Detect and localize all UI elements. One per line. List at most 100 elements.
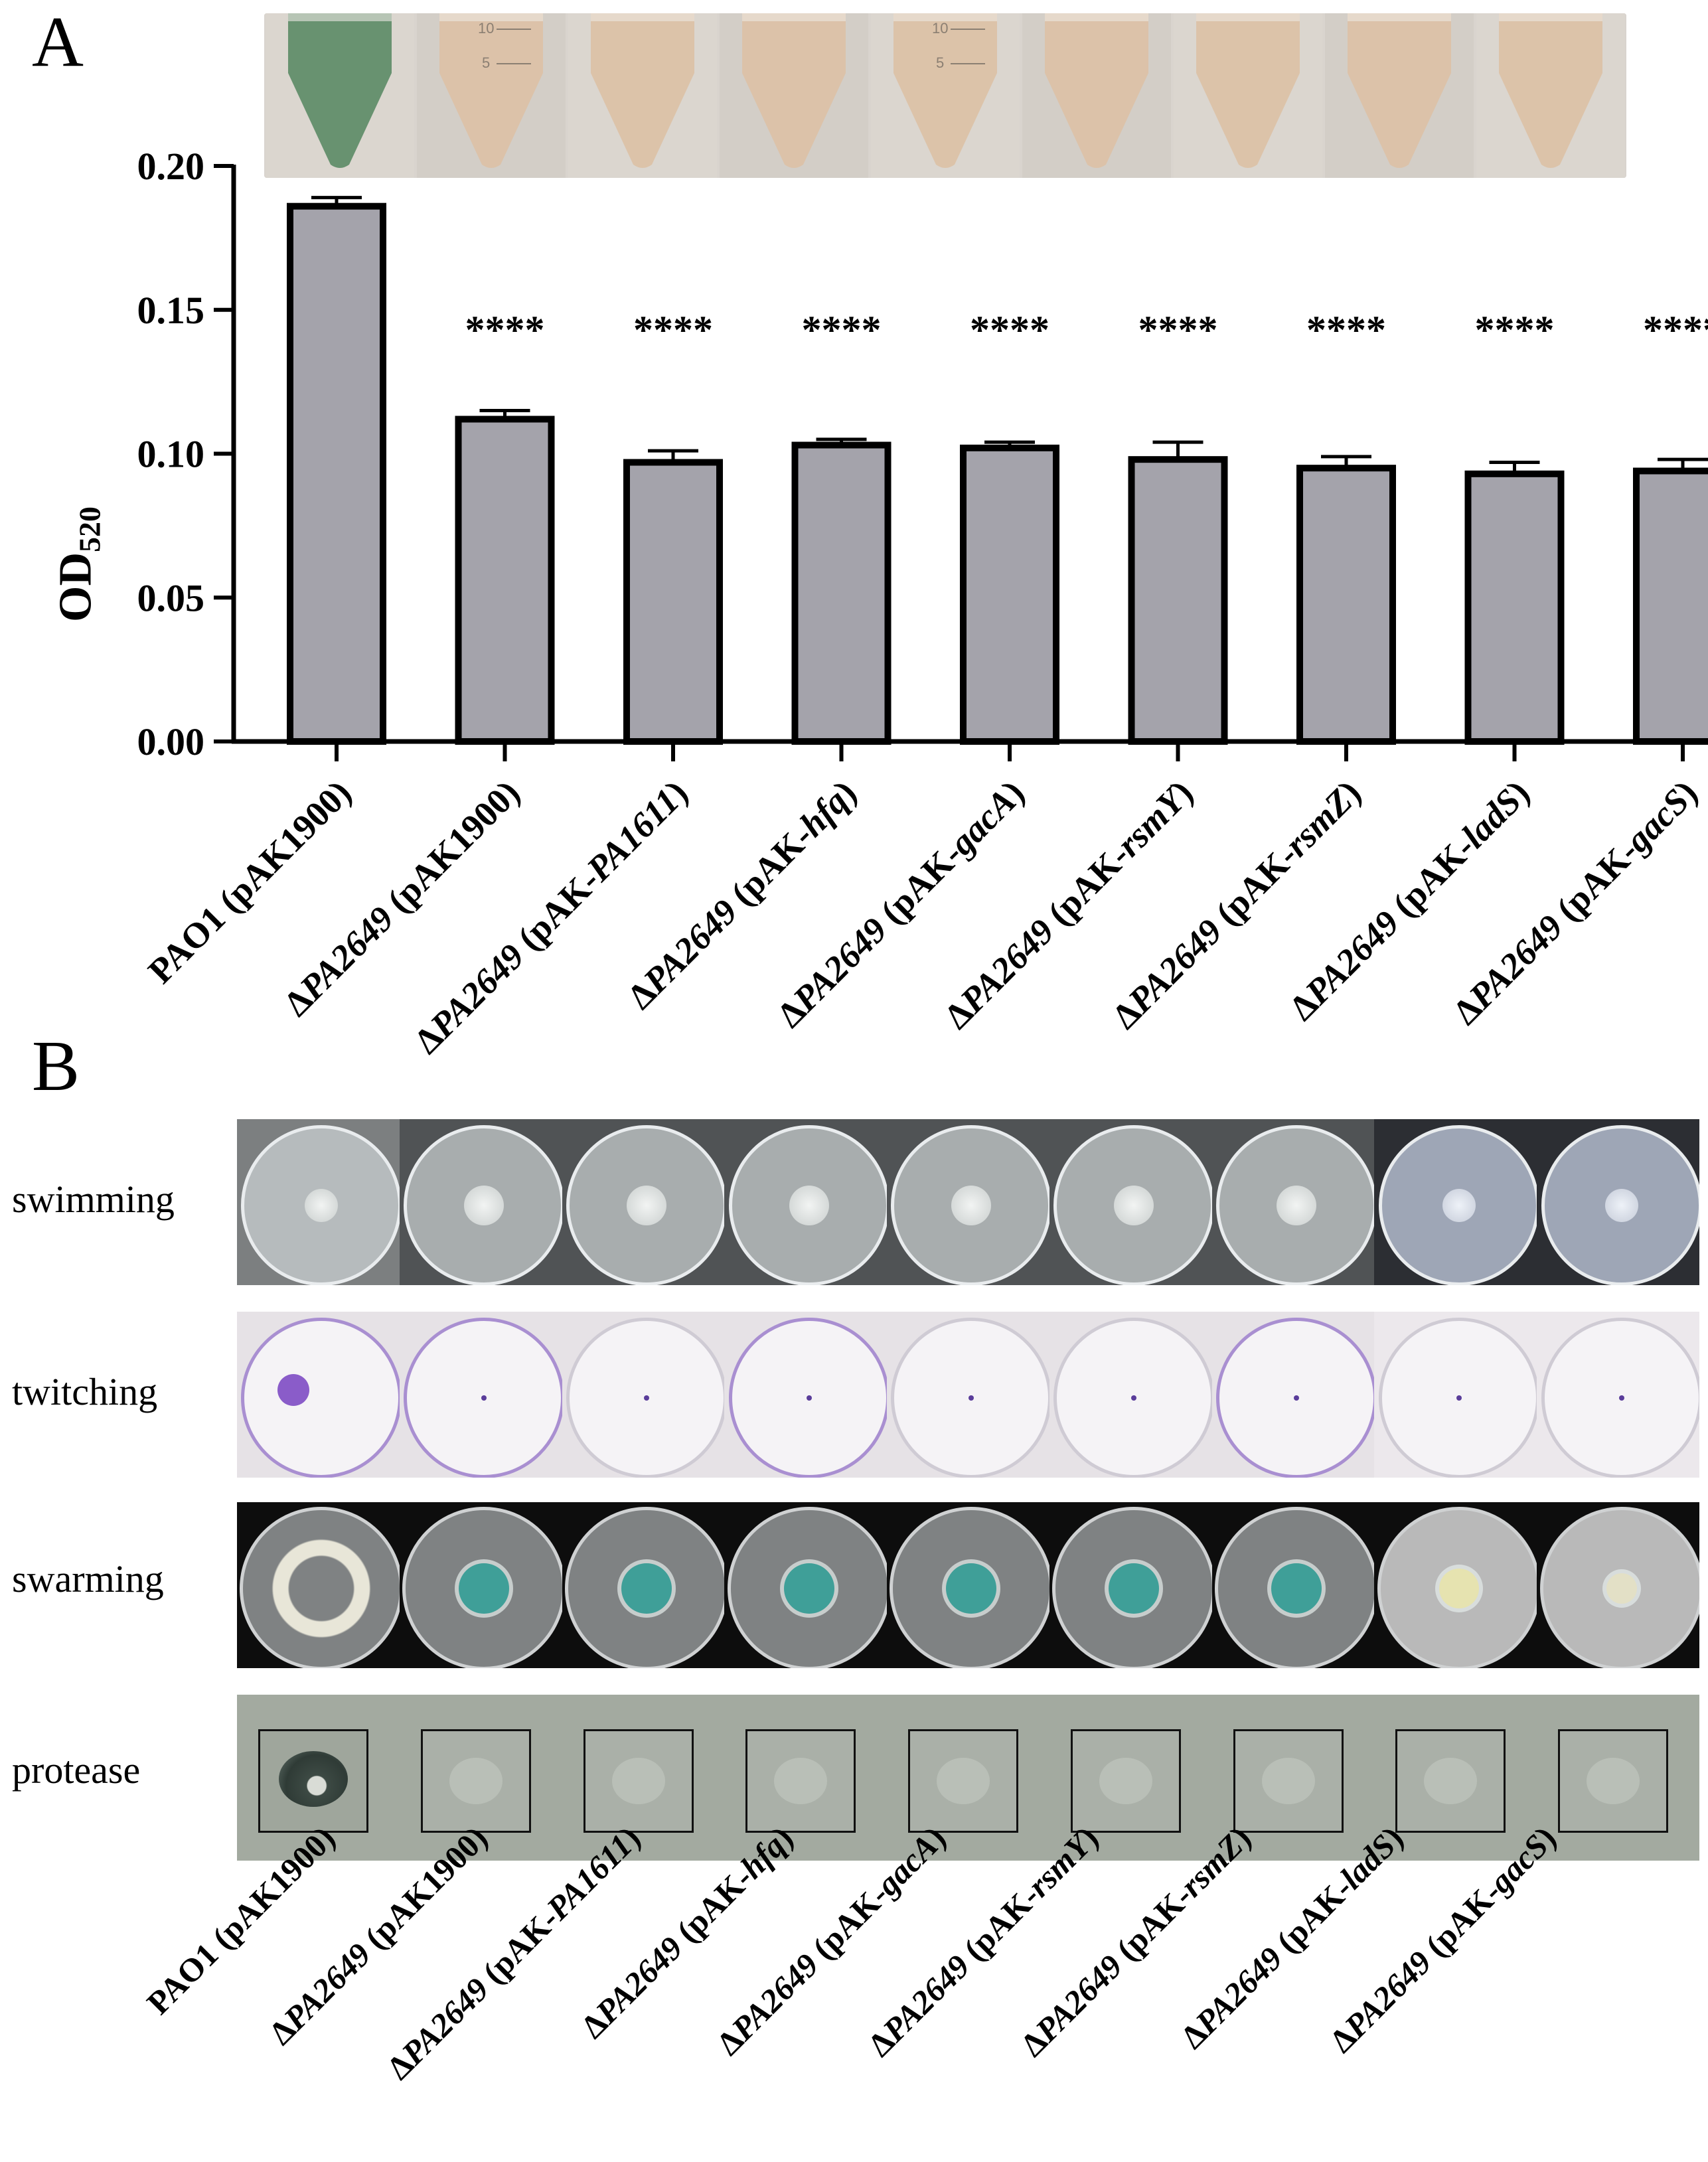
petri-dish [891,1125,1052,1285]
plate-cell [399,1502,566,1668]
petri-dish [1052,1507,1216,1668]
y-tick-label: 0.05 [137,576,205,619]
plate-cell [724,1312,890,1478]
row-label-protease: protease [12,1748,141,1792]
petri-dish [1541,1125,1699,1285]
y-tick-label: 0.15 [137,289,205,332]
plate-cell [399,1119,565,1285]
plate-cell [1049,1502,1216,1668]
swarm-zone [946,1563,997,1614]
plate-cell [1374,1119,1539,1285]
significance-label: **** [1643,308,1708,352]
panel-label-b: B [32,1027,80,1106]
plate-cell [1049,1119,1215,1285]
petri-dish [1215,1507,1379,1668]
culture-tube [568,13,717,178]
protease-halo [937,1758,990,1804]
plate-cell [1374,1312,1539,1478]
bar [1128,456,1228,745]
protease-spot-box [1233,1729,1344,1833]
twitch-zone [1618,1395,1624,1401]
bar [1464,470,1565,745]
bar [455,416,555,745]
plate-cell [1537,1312,1699,1478]
tube-mark-10: 10 [932,20,948,37]
plate-cell [887,1502,1053,1668]
petri-dish [1216,1125,1377,1285]
plate-cell [724,1119,890,1285]
y-axis-label: OD520 [50,506,107,622]
x-tick-label: ΔPA2649 (pAK-PA1611) [406,772,696,1061]
culture-tube [1476,13,1625,178]
significance-label: **** [633,308,713,352]
y-tick-label: 0.00 [137,720,205,763]
swim-zone [1442,1189,1476,1222]
petri-dish [1378,1125,1539,1285]
protease-spot-box [1558,1729,1669,1833]
petri-dish [402,1507,566,1668]
plate-cell [1211,1312,1377,1478]
bar [791,441,892,745]
protease-spot-box [258,1729,368,1833]
swarm-zone [1606,1573,1637,1604]
plate-cell [887,1119,1052,1285]
plate-cell [237,1502,404,1668]
plate-cell [562,1312,727,1478]
petri-dish [241,1318,402,1478]
significance-label: **** [465,308,545,352]
twitch-zone [643,1395,649,1401]
swim-zone [626,1186,666,1225]
culture-tube [1174,13,1322,178]
plate-cell [1537,1502,1699,1668]
swim-zone [305,1189,339,1222]
y-tick-label: 0.20 [137,145,205,188]
y-tick-label: 0.10 [137,433,205,476]
tube-mark-5: 5 [936,54,944,71]
culture-tube [266,13,414,178]
culture-tube [1325,13,1474,178]
swim-zone [951,1186,992,1225]
bar [1633,467,1708,745]
swarm-zone [1271,1563,1322,1614]
plate-cell [399,1312,565,1478]
twitching-plates-row [237,1312,1699,1478]
twitch-zone [806,1395,812,1401]
plate-cell [237,1312,402,1478]
plate-cell [562,1119,727,1285]
row-label-swimming: swimming [12,1178,175,1221]
plate-cell [1049,1312,1215,1478]
plate-cell [887,1312,1052,1478]
twitch-zone [1456,1395,1462,1401]
od520-bar-chart: 0.00 0.05 0.10 0.15 0.20 **** **** **** **** ****… [137,145,1708,763]
plate-cell [1374,1502,1541,1668]
swarm-zone [1438,1569,1479,1608]
petri-dish [566,1125,727,1285]
petri-dish [240,1507,404,1668]
petri-dish [890,1507,1053,1668]
protease-plates-row [237,1695,1699,1861]
swim-zone [1114,1186,1154,1225]
petri-dish [727,1507,891,1668]
twitch-zone [277,1374,310,1406]
row-label-swarming: swarming [12,1557,164,1600]
tube-mark-10: 10 [478,20,494,37]
petri-dish [891,1318,1052,1478]
swarm-zone [459,1563,510,1614]
protease-halo [279,1751,348,1807]
culture-tube [417,13,566,178]
protease-spot-box [583,1729,694,1833]
petri-dish [1053,1125,1215,1285]
protease-halo [1587,1758,1640,1804]
petri-dish [728,1125,890,1285]
protease-halo [774,1758,828,1804]
plate-cell [1211,1502,1379,1668]
swim-zone [1277,1186,1317,1225]
protease-halo [1099,1758,1152,1804]
significance-label: **** [970,308,1049,352]
plate-cell [562,1502,728,1668]
panel-label-a: A [32,3,84,82]
swarming-plates-row [237,1502,1699,1668]
protease-halo [1424,1758,1478,1804]
twitch-zone [481,1395,487,1401]
plate-cell [1537,1119,1699,1285]
